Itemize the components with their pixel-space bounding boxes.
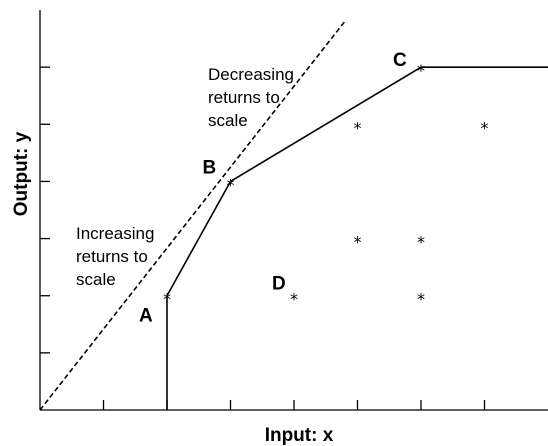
point-label-c: C bbox=[393, 50, 407, 71]
observation-marker-2: * bbox=[227, 175, 235, 194]
decreasing-returns-line-2: returns to bbox=[208, 88, 280, 107]
point-label-b: B bbox=[203, 157, 217, 178]
axes bbox=[39, 10, 548, 411]
y-axis-title: Output: y bbox=[11, 131, 32, 216]
chart-labels: Input: x Output: y Increasing returns to… bbox=[11, 65, 334, 446]
constant-returns-ray bbox=[39, 20, 346, 411]
observation-marker-5: * bbox=[354, 118, 362, 137]
increasing-returns-line-1: Increasing bbox=[76, 224, 154, 243]
observation-points: *A*B*C*D* ** ** bbox=[139, 50, 489, 327]
observation-marker-8: * bbox=[417, 233, 425, 252]
point-label-d: D bbox=[272, 274, 286, 295]
observation-marker-1: * bbox=[163, 290, 171, 309]
x-axis-title: Input: x bbox=[265, 425, 334, 446]
increasing-returns-line-3: scale bbox=[76, 270, 116, 289]
observation-marker-7: * bbox=[354, 233, 362, 252]
observation-marker-4: * bbox=[290, 290, 298, 309]
increasing-returns-line-2: returns to bbox=[76, 247, 148, 266]
observation-marker-9: * bbox=[417, 290, 425, 309]
observation-marker-6: * bbox=[481, 118, 489, 137]
point-label-a: A bbox=[139, 306, 153, 327]
chart-lines bbox=[39, 20, 548, 411]
decreasing-returns-line-1: Decreasing bbox=[208, 65, 294, 84]
decreasing-returns-line-3: scale bbox=[208, 111, 248, 130]
production-frontier-line bbox=[166, 66, 548, 410]
observation-marker-3: * bbox=[417, 61, 425, 80]
